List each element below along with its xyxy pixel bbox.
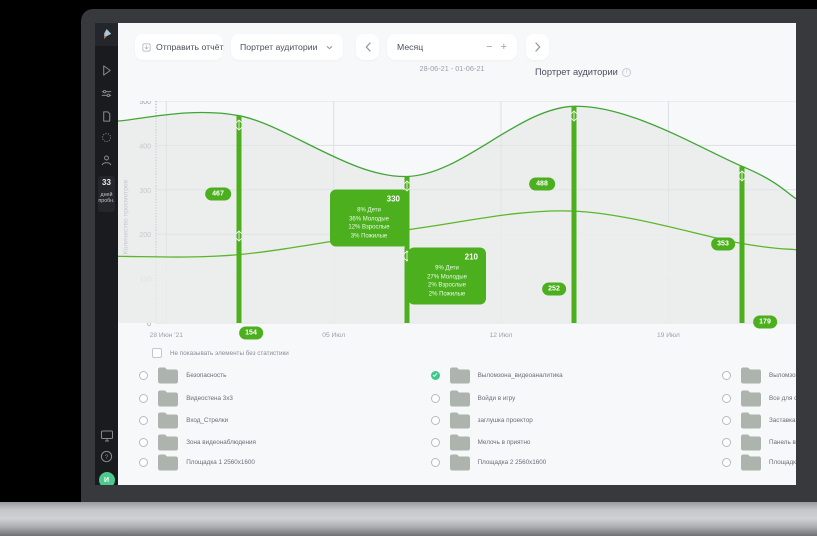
svg-text:28 Июн '21: 28 Июн '21 (150, 332, 184, 339)
svg-text:19 Июл: 19 Июл (657, 332, 680, 339)
svg-text:12 Июл: 12 Июл (490, 332, 513, 339)
svg-text:500: 500 (139, 101, 151, 106)
svg-text:?: ? (105, 454, 109, 461)
svg-text:05 Июл: 05 Июл (322, 332, 345, 339)
